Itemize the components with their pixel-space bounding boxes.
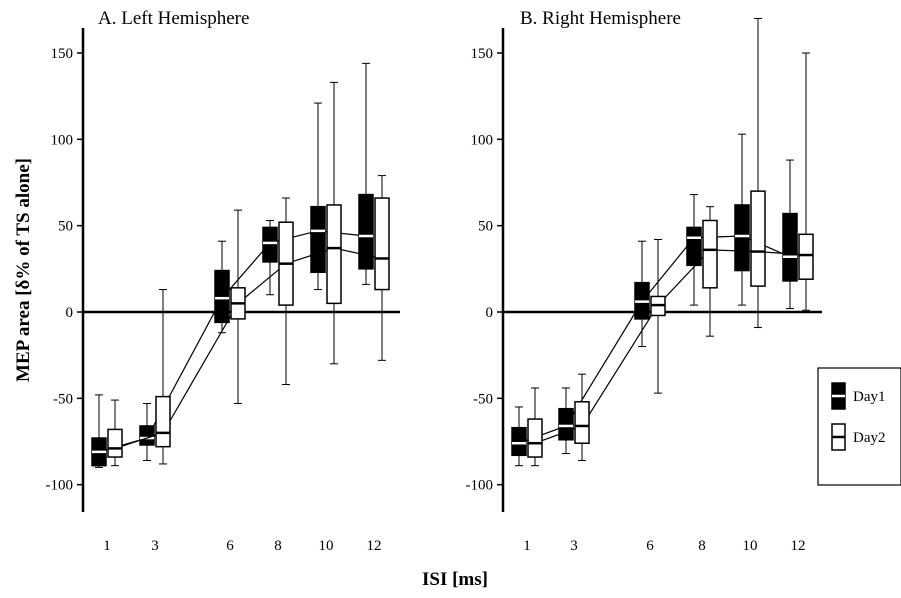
y-tick-label-right: 0 <box>486 305 494 321</box>
box-day2-isi-12-left <box>374 197 390 291</box>
box-day2-isi-1-left <box>107 428 123 458</box>
y-tick-label-right: 50 <box>478 219 493 235</box>
box-day1-isi-6-left <box>214 269 230 324</box>
y-tick-label-left: 0 <box>66 305 74 321</box>
y-tick-label-right: -100 <box>466 478 494 494</box>
panel-title-right: B. Right Hemisphere <box>520 8 681 29</box>
x-tick-label-right: 8 <box>698 538 706 554</box>
y-tick-label-left: 100 <box>51 132 74 148</box>
legend-label-day1: Day1 <box>853 389 886 405</box>
box-day1-isi-8-left <box>262 226 278 263</box>
x-tick-label-right: 12 <box>791 538 806 554</box>
box-day2-isi-10-right <box>750 190 766 287</box>
x-tick-label-right: 1 <box>523 538 531 554</box>
y-tick-label-right: -50 <box>473 391 493 407</box>
y-tick-label-left: -100 <box>46 478 74 494</box>
box-day2-isi-8-right <box>702 219 718 289</box>
panel-title-left: A. Left Hemisphere <box>98 8 249 29</box>
right-hemisphere-panel: B. Right Hemisphere 150 100 50 0 -50 -100 1 3 6 8… <box>466 8 822 554</box>
box-day1-isi-10-left <box>310 205 326 274</box>
median-line-day2-right <box>534 249 807 444</box>
x-tick-label-left: 8 <box>274 538 282 554</box>
legend-label-day2: Day2 <box>853 430 886 446</box>
y-tick-label-left: 50 <box>58 219 73 235</box>
legend-frame <box>817 367 901 486</box>
box-day2-isi-3-right <box>574 401 590 444</box>
legend: Day1 Day2 <box>817 367 901 486</box>
x-tick-label-right: 6 <box>646 538 654 554</box>
box-day1-isi-3-right <box>558 407 574 441</box>
y-tick-label-left: 150 <box>51 46 74 62</box>
box-day1-isi-12-left <box>358 193 374 270</box>
median-line-day1-left <box>98 230 367 453</box>
x-tick-label-left: 10 <box>319 538 334 554</box>
box-day1-isi-8-right <box>686 226 702 267</box>
x-tick-label-right: 3 <box>570 538 578 554</box>
box-day1-isi-12-right <box>782 212 798 282</box>
box-day2-isi-1-right <box>527 418 543 458</box>
median-line-day2-left <box>114 247 383 449</box>
left-hemisphere-panel: A. Left Hemisphere 150 100 50 0 -50 -100 1 3 6 8 1… <box>46 8 400 554</box>
box-day1-isi-3-left <box>139 425 155 446</box>
y-tick-label-right: 150 <box>471 46 494 62</box>
y-tick-label-right: 100 <box>471 132 494 148</box>
y-axis-label: MEP area [δ% of TS alone] <box>13 158 34 382</box>
x-tick-label-right: 10 <box>743 538 758 554</box>
y-tick-label-left: -50 <box>53 391 73 407</box>
box-day1-isi-10-right <box>734 204 750 272</box>
box-day2-isi-12-right <box>798 233 814 280</box>
x-axis-label: ISI [ms] <box>422 569 488 590</box>
box-day1-isi-1-right <box>511 426 527 457</box>
x-tick-label-left: 6 <box>226 538 234 554</box>
box-day2-isi-3-left <box>155 395 171 448</box>
x-tick-label-left: 1 <box>103 538 111 554</box>
box-day2-isi-10-left <box>326 204 342 305</box>
median-line-day1-right <box>518 235 791 444</box>
x-tick-label-left: 3 <box>151 538 159 554</box>
x-tick-label-left: 12 <box>367 538 382 554</box>
